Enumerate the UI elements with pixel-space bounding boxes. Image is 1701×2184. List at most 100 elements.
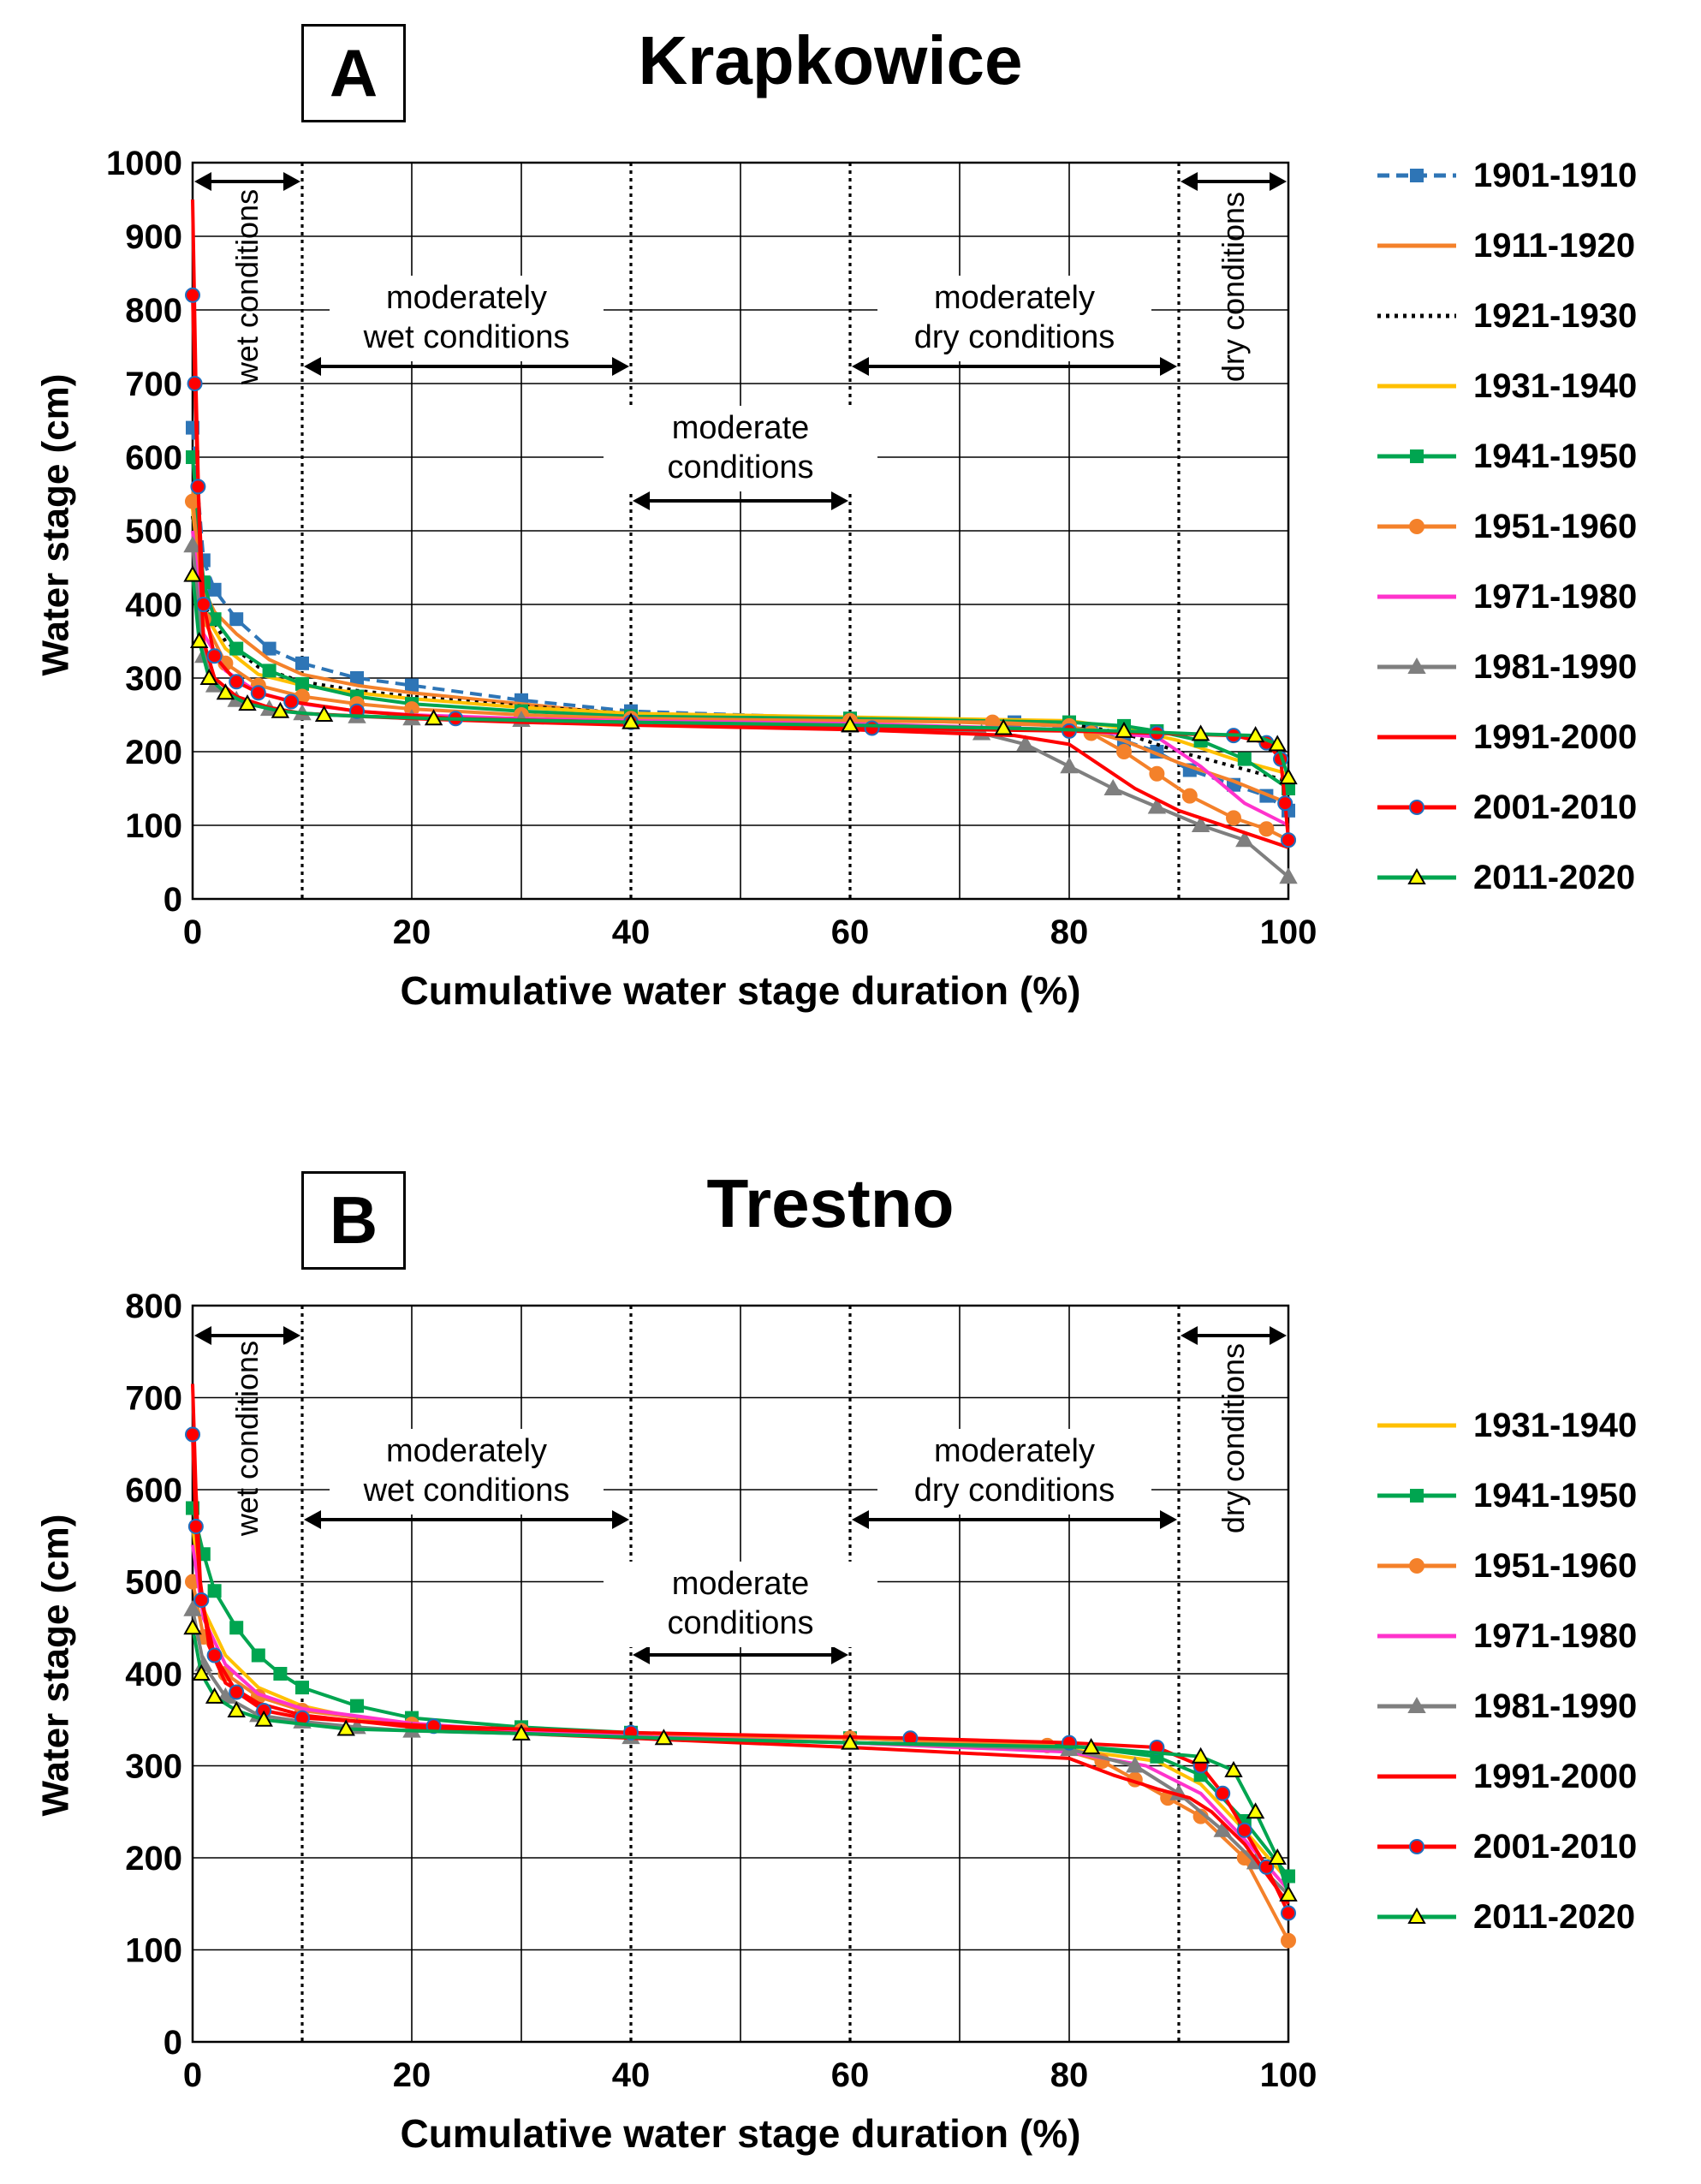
series-b-2001-2010-point bbox=[1281, 1905, 1296, 1921]
series-a-2001-2010-point bbox=[229, 674, 245, 690]
legend-swatch bbox=[1377, 519, 1456, 534]
arrow-mod-wet-a bbox=[304, 357, 629, 376]
annotation-moderate-line-0-b: moderate bbox=[672, 1566, 810, 1602]
panel-letter-a: A bbox=[301, 24, 406, 122]
series-a-2011-2020-point bbox=[1115, 721, 1133, 738]
legend-item-a-2001-2010: 2001-2010 bbox=[1374, 786, 1699, 829]
legend-item-a-1901-1910: 1901-1910 bbox=[1374, 154, 1699, 197]
annotation-wet-b: wet conditions bbox=[229, 1341, 265, 1537]
tick-labels-a: 0 100 200 300 400 500 600 700 800 900 1000 0 20 40 60 8… bbox=[106, 145, 1317, 951]
legend-label: 1951-1960 bbox=[1473, 507, 1638, 545]
annotation-wet-a: wet conditions bbox=[229, 189, 265, 385]
y-tick-label: 300 bbox=[125, 660, 182, 698]
series-a-2011-2020-point bbox=[841, 716, 859, 733]
series-b-2011-2020-point bbox=[1081, 1737, 1101, 1754]
series-b-1981-1990-point bbox=[1126, 1756, 1145, 1773]
plot-area-b: 0 100 200 300 400 500 600 700 800 0 20 40 60 80 100 wet… bbox=[125, 1288, 1317, 2094]
tick-labels-b: 0 100 200 300 400 500 600 700 800 0 20 40 60 80 100 bbox=[125, 1288, 1317, 2094]
legend-item-a-1981-1990: 1981-1990 bbox=[1374, 646, 1699, 688]
annotation-mod-wet-line-1-a: wet conditions bbox=[363, 319, 570, 355]
y-tick-label: 400 bbox=[125, 586, 182, 624]
series-a-2011-2020-point bbox=[994, 718, 1013, 735]
legend-label: 1951-1960 bbox=[1473, 1546, 1638, 1585]
series-a-2001-2010-point bbox=[206, 648, 223, 664]
arrow-moderate-a bbox=[633, 491, 848, 510]
series-a-1901-1910-point bbox=[405, 678, 419, 693]
annotation-mod-wet-line-0-a: moderately bbox=[386, 280, 547, 316]
series-a-2011-2020-point bbox=[1246, 726, 1265, 743]
legend-swatch bbox=[1377, 1489, 1456, 1503]
legend-label: 1911-1920 bbox=[1473, 226, 1636, 265]
series-a-1941-1950-point bbox=[295, 676, 309, 691]
y-tick-label: 1000 bbox=[106, 145, 182, 182]
series-b-1941-1950-point bbox=[295, 1681, 309, 1695]
legend-item-b-2011-2020: 2011-2020 bbox=[1374, 1895, 1699, 1938]
legend-item-a-1921-1930: 1921-1930 bbox=[1374, 295, 1699, 337]
x-tick-label: 20 bbox=[393, 913, 431, 951]
legend-label: 1941-1950 bbox=[1473, 1476, 1638, 1515]
y-tick-label: 0 bbox=[164, 2024, 182, 2062]
grid-a bbox=[192, 162, 1289, 900]
legend-label: 2001-2010 bbox=[1473, 788, 1638, 826]
legend-swatch bbox=[1377, 1696, 1456, 1713]
legend-label: 2001-2010 bbox=[1473, 1827, 1638, 1866]
annotation-moderate-line-1-a: conditions bbox=[667, 449, 813, 485]
arrow-wet-b bbox=[194, 1326, 300, 1345]
series-a-2001-2010-point bbox=[195, 597, 211, 612]
series-a-1951-1960-point bbox=[1116, 744, 1132, 759]
series-a-1941-1950-point bbox=[262, 664, 277, 678]
legend-item-b-1951-1960: 1951-1960 bbox=[1374, 1544, 1699, 1587]
series-a-1981-1990-point bbox=[1279, 867, 1298, 884]
legend-item-a-1951-1960: 1951-1960 bbox=[1374, 505, 1699, 548]
annotation-moderate-line-0-a: moderate bbox=[672, 410, 810, 446]
annotation-mod-dry-line-1-a: dry conditions bbox=[914, 319, 1115, 355]
arrow-moderate-b bbox=[633, 1645, 848, 1664]
legend-item-b-2001-2010: 2001-2010 bbox=[1374, 1825, 1699, 1868]
legend-label: 2011-2020 bbox=[1473, 1897, 1636, 1936]
series-a-2011-2020-point bbox=[1191, 724, 1210, 741]
series-a-1941-1950-point bbox=[1237, 752, 1252, 766]
x-tick-label: 100 bbox=[1260, 913, 1317, 951]
legend-swatch bbox=[1377, 657, 1456, 674]
series-a bbox=[183, 199, 1298, 884]
series-a-1981-1990-point bbox=[1016, 735, 1035, 752]
series-b-1951-1960-point bbox=[1281, 1932, 1296, 1949]
series-a-2001-2010-point bbox=[864, 720, 880, 736]
series-a-2011-2020-point bbox=[238, 694, 257, 711]
series-b-2011-2020 bbox=[183, 1618, 1298, 1901]
legend-label: 1931-1940 bbox=[1473, 366, 1638, 405]
series-a-1901-1910-point bbox=[262, 641, 277, 656]
legend-label: 2011-2020 bbox=[1473, 858, 1636, 896]
y-tick-label: 0 bbox=[164, 881, 182, 919]
annotation-mod-dry-line-0-a: moderately bbox=[934, 280, 1095, 316]
y-tick-label: 700 bbox=[125, 366, 182, 403]
annotation-mod-dry-line-0-b: moderately bbox=[934, 1433, 1095, 1469]
series-a-1941-1950-point bbox=[229, 641, 244, 656]
series-a-1951-1960-point bbox=[1226, 810, 1241, 826]
series-b-1941-1950-point bbox=[273, 1667, 288, 1681]
legend-swatch bbox=[1377, 313, 1456, 318]
legend-swatch-marker bbox=[1409, 1839, 1424, 1854]
series-b-2011-2020-point bbox=[654, 1729, 674, 1746]
legend-item-a-1941-1950: 1941-1950 bbox=[1374, 435, 1699, 478]
legend-swatch-marker bbox=[1409, 800, 1424, 815]
legend-item-b-1931-1940: 1931-1940 bbox=[1374, 1404, 1699, 1447]
legend-item-a-1911-1920: 1911-1920 bbox=[1374, 224, 1699, 267]
series-b-2001-2010-point bbox=[187, 1519, 204, 1534]
annotation-bg bbox=[330, 276, 604, 361]
y-tick-label: 800 bbox=[125, 1288, 182, 1325]
series-a-1981-1990-point bbox=[1191, 815, 1210, 832]
legend-label: 1921-1930 bbox=[1473, 296, 1638, 335]
series-b-2011-2020-point bbox=[254, 1710, 273, 1727]
x-axis-label-b: Cumulative water stage duration (%) bbox=[400, 2111, 1081, 2156]
series-a-1981-1990-point bbox=[1147, 797, 1167, 814]
annotation-bg bbox=[877, 1429, 1151, 1515]
arrow-wet-a bbox=[194, 172, 300, 191]
series-a-2001-2010-point bbox=[187, 376, 203, 391]
series-b-2011-2020-point bbox=[1268, 1848, 1287, 1865]
legend-swatch bbox=[1377, 735, 1456, 740]
series-b-1981-1990-point bbox=[1213, 1820, 1232, 1837]
y-tick-label: 400 bbox=[125, 1656, 182, 1693]
legend-item-a-2011-2020: 2011-2020 bbox=[1374, 856, 1699, 899]
panel-a: A Krapkowice Water stage (cm) 0 100 200 300… bbox=[0, 0, 1701, 1062]
